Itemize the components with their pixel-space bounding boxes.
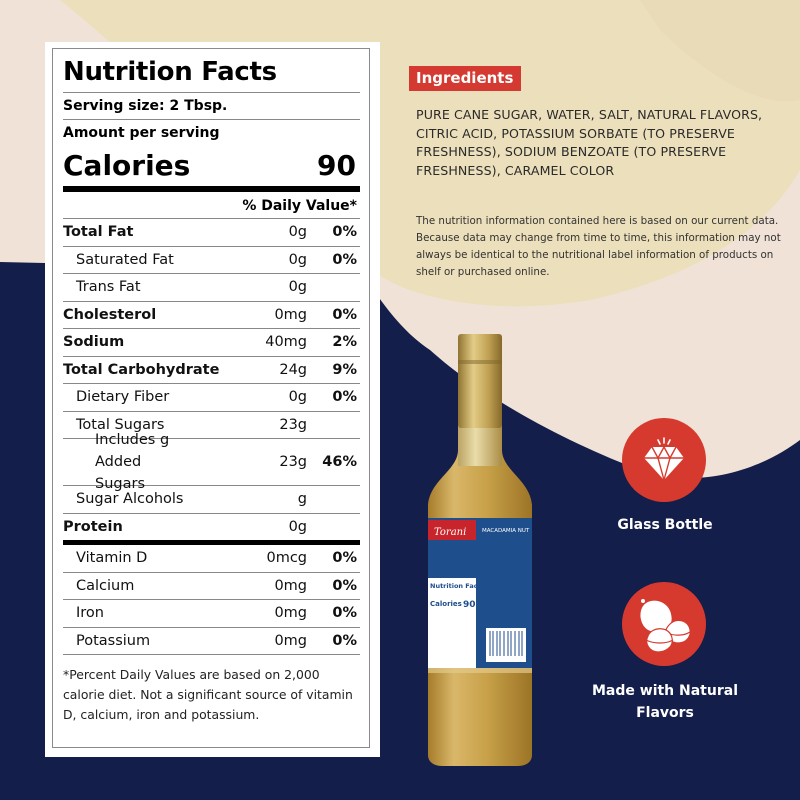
nutrient-amount: 0mg (274, 577, 307, 594)
nutrient-dv: 0% (332, 605, 357, 622)
nutrient-row-sugar-alcohols: Sugar Alcohols g (63, 486, 360, 514)
amount-per-serving: Amount per serving (63, 125, 220, 141)
nutrition-title: Nutrition Facts (63, 49, 360, 93)
nutrient-row-total-carbohydrate: Total Carbohydrate 24g 9% (63, 357, 360, 384)
nutrient-label: Potassium (76, 632, 151, 649)
nutrient-label: Vitamin D (76, 550, 148, 567)
glass-bottle-label: Glass Bottle (617, 517, 713, 533)
nutrient-label: Dietary Fiber (76, 389, 170, 406)
syrup-bottle-image: Torani MACADAMIA NUT Nutrition Facts Cal… (428, 334, 532, 766)
nutrient-label: Calcium (76, 577, 135, 594)
nutrient-label: Total Fat (63, 224, 134, 241)
nutrient-dv: 0% (332, 577, 357, 594)
nutrient-amount: 23g (279, 416, 307, 433)
nutrient-amount: 0g (288, 279, 307, 296)
calories-row: Calories 90 (63, 146, 360, 192)
svg-text:Calories: Calories (430, 600, 462, 608)
nutrient-dv: 0% (332, 224, 357, 241)
ingredients-heading: Ingredients (409, 66, 522, 91)
nutrient-dv: 0% (332, 550, 357, 567)
nutrient-label: Sodium (63, 334, 125, 351)
nutrient-amount: 0mcg (266, 550, 307, 567)
svg-text:MACADAMIA NUT: MACADAMIA NUT (482, 528, 530, 534)
nutrient-row-total-sugars: Total Sugars 23g (63, 412, 360, 439)
nutrient-row-cholesterol: Cholesterol 0mg 0% (63, 302, 360, 329)
nutrient-row-saturated-fat: Saturated Fat 0g 0% (63, 247, 360, 274)
nutrition-facts-panel: Nutrition Facts Serving size: 2 Tbsp. Am… (52, 48, 370, 748)
nutrient-row-iron: Iron 0mg 0% (63, 600, 360, 628)
nutrient-amount: 0g (288, 518, 307, 535)
calories-value: 90 (317, 149, 356, 182)
natural-flavors-label: Made with Natural Flavors (591, 683, 738, 721)
nutrient-row-trans-fat: Trans Fat 0g (63, 274, 360, 302)
nutrient-dv: 0% (332, 389, 357, 406)
svg-text:Nutrition Facts: Nutrition Facts (430, 582, 485, 590)
nutrient-dv: 0% (332, 251, 357, 268)
nutrient-row-potassium: Potassium 0mg 0% (63, 628, 360, 655)
nutrition-disclaimer: The nutrition information contained here… (416, 215, 781, 278)
nutrient-amount: 40mg (265, 334, 307, 351)
nutrient-amount: 0mg (274, 605, 307, 622)
ingredients-list: PURE CANE SUGAR, WATER, SALT, NATURAL FL… (416, 107, 763, 178)
daily-value-header: % Daily Value* (63, 192, 360, 219)
nutrient-amount: g (297, 491, 307, 508)
nutrient-amount: 0mg (274, 632, 307, 649)
nutrient-label: Saturated Fat (76, 251, 174, 268)
nutrient-row-sodium: Sodium 40mg 2% (63, 329, 360, 357)
daily-value-footnote: *Percent Daily Values are based on 2,000… (63, 667, 353, 722)
calories-label: Calories (63, 149, 191, 182)
nutrient-label: Protein (63, 518, 123, 535)
nutrient-label: Iron (76, 605, 104, 622)
nutrient-amount: 0g (288, 389, 307, 406)
natural-flavors-badge (622, 582, 706, 666)
nutrient-amount: 0g (288, 251, 307, 268)
nutrient-row-total-fat: Total Fat 0g 0% (63, 219, 360, 247)
nutrient-row-vitamin-d: Vitamin D 0mcg 0% (63, 545, 360, 573)
nutrient-row-added-sugars: Includes g Added Sugars 23g 46% (63, 432, 360, 492)
nutrient-dv: 0% (332, 632, 357, 649)
nutrient-amount: 0mg (274, 306, 307, 323)
nutrient-amount: 23g (279, 454, 307, 470)
nutrient-row-dietary-fiber: Dietary Fiber 0g 0% (63, 384, 360, 412)
nutrition-facts-card: Nutrition Facts Serving size: 2 Tbsp. Am… (45, 42, 380, 757)
macadamia-nut-icon (639, 599, 691, 653)
nutrient-amount: 0g (288, 224, 307, 241)
nutrient-dv: 9% (332, 361, 357, 378)
svg-text:90: 90 (463, 600, 476, 610)
nutrient-label: Sugar Alcohols (76, 491, 184, 508)
nutrient-label: Cholesterol (63, 306, 157, 323)
nutrient-row-calcium: Calcium 0mg 0% (63, 573, 360, 600)
nutrient-dv: 2% (332, 334, 357, 351)
nutrient-amount: 24g (279, 361, 307, 378)
serving-size: Serving size: 2 Tbsp. (63, 93, 360, 120)
nutrient-label: Total Carbohydrate (63, 361, 220, 378)
glass-bottle-badge (622, 418, 706, 502)
nutrient-label: Trans Fat (76, 279, 141, 296)
nutrient-row-protein: Protein 0g (63, 514, 360, 545)
nutrient-label: Total Sugars (76, 416, 165, 433)
diamond-icon (644, 437, 684, 483)
nutrient-label: Includes g Added Sugars (95, 432, 170, 492)
svg-text:Torani: Torani (434, 527, 466, 538)
nutrient-dv: 0% (332, 306, 357, 323)
nutrient-dv: 46% (322, 454, 357, 470)
